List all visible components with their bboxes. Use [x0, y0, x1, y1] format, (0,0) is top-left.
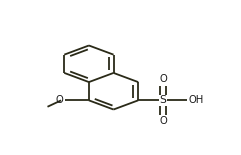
- Text: O: O: [159, 74, 167, 84]
- Text: S: S: [160, 95, 167, 105]
- Text: O: O: [159, 117, 167, 126]
- Text: OH: OH: [188, 95, 204, 105]
- Text: O: O: [56, 95, 64, 105]
